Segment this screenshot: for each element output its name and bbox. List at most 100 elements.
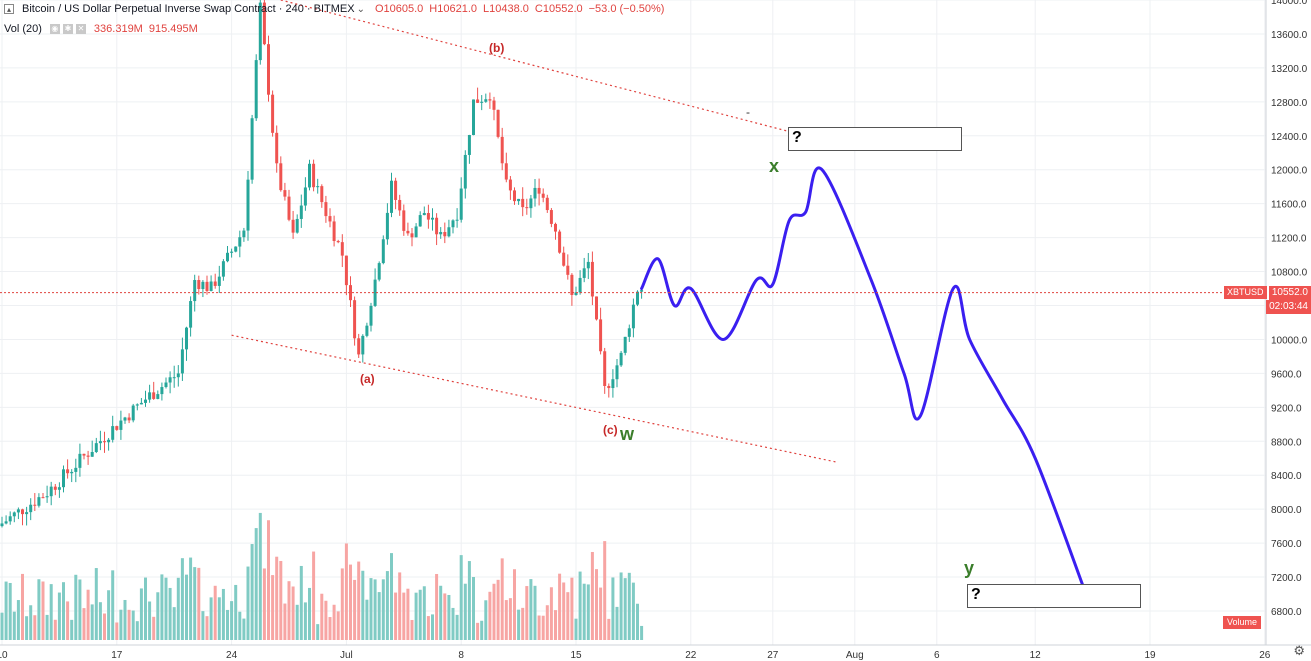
candle-body (299, 205, 303, 219)
volume-bar (631, 582, 635, 640)
candlestick-series (0, 0, 644, 528)
candle-body (49, 486, 53, 497)
candle-body (570, 274, 574, 295)
price-tick-label: 6800.0 (1271, 607, 1302, 618)
candle-body (164, 382, 168, 388)
candle-body (508, 179, 512, 191)
volume-bar (611, 577, 615, 640)
price-tick-label: 9600.0 (1271, 369, 1302, 380)
candle-body (209, 281, 213, 291)
candle-body (385, 212, 389, 240)
volume-bar (492, 583, 496, 640)
candle-body (390, 180, 393, 213)
volume-bar (226, 609, 229, 640)
candle-body (254, 60, 258, 119)
candle-body (230, 251, 234, 253)
candle-body (513, 190, 516, 202)
volume-bar (291, 586, 295, 640)
price-tick-label: 11200.0 (1271, 234, 1307, 245)
chevron-down-icon[interactable]: ⌄ (356, 3, 365, 15)
volume-bar (373, 579, 377, 640)
volume-bar (328, 617, 332, 640)
ohlc-low: L10438.0 (483, 3, 529, 15)
question-box-bottom: ? (967, 584, 1141, 608)
symbol-title[interactable]: Bitcoin / US Dollar Perpetual Inverse Sw… (22, 3, 355, 15)
volume-bar (595, 569, 598, 640)
candle-body (463, 154, 467, 189)
candle-body (53, 486, 57, 490)
candle-body (340, 242, 344, 256)
channel-lines (231, 0, 839, 464)
visibility-eye-icon[interactable]: ◉ (49, 24, 60, 34)
volume-bar (262, 568, 266, 640)
volume-bar (279, 560, 283, 640)
volume-bar (156, 592, 160, 640)
candle-body (74, 467, 78, 472)
time-axis[interactable]: 10 17 24 Jul 8 15 22 27 Aug 6 12 19 26 (0, 644, 1311, 661)
candle-body (279, 163, 283, 191)
volume-bar (189, 557, 193, 640)
volume-bar (398, 572, 402, 640)
candle-body (402, 210, 406, 231)
volume-bar (185, 574, 188, 640)
volume-bar (361, 570, 365, 640)
volume-bar (74, 574, 78, 640)
volume-bar (558, 573, 562, 640)
volume-bar (33, 615, 37, 640)
time-tick-label: 19 (1144, 650, 1156, 661)
price-axis[interactable]: 6800.0 7200.0 7600.0 8000.0 8400.0 8800.0 9200… (1265, 0, 1311, 645)
candle-body (447, 227, 451, 237)
candle-body (62, 469, 65, 488)
volume-bar (41, 581, 45, 640)
chart-settings-gear-icon[interactable]: ⚙ (1293, 643, 1305, 658)
candle-body (66, 469, 70, 474)
candle-body (631, 304, 635, 329)
time-tick-label: 10 (0, 650, 8, 661)
candle-body (131, 405, 135, 421)
volume-bar (16, 600, 20, 640)
candle-body (33, 504, 37, 506)
volume-bar (320, 593, 324, 640)
volume-bar (344, 543, 348, 640)
volume-bar (144, 577, 147, 640)
volume-bar (390, 553, 393, 640)
price-tick-label: 11600.0 (1271, 200, 1307, 211)
candle-body (205, 281, 209, 291)
candle-body (4, 521, 8, 524)
remove-close-icon[interactable]: ✕ (75, 24, 86, 34)
current-price-tag: 10552.0 (1268, 286, 1311, 300)
candle-body (119, 420, 123, 430)
volume-bar (357, 561, 361, 640)
candle-body (57, 487, 61, 490)
candle-body (201, 281, 205, 290)
volume-bar (435, 573, 439, 640)
candle-body (115, 426, 119, 430)
candle-body (344, 255, 348, 286)
volume-bar (250, 544, 254, 640)
candle-body (287, 196, 291, 220)
volume-bar (217, 597, 221, 640)
candle-body (127, 417, 131, 421)
candle-body (180, 349, 184, 374)
candle-body (29, 504, 33, 513)
volume-bar (103, 613, 106, 640)
volume-bar (238, 611, 242, 640)
volume-bar (570, 577, 574, 640)
settings-gear-icon[interactable]: ✱ (62, 24, 73, 34)
volume-bar (0, 612, 4, 640)
candle-body (414, 226, 418, 238)
candle-body (488, 99, 492, 101)
volume-bar (139, 588, 143, 640)
candle-body (504, 163, 508, 180)
volume-bar (213, 585, 217, 640)
time-tick-label: 24 (226, 650, 238, 661)
candle-body (172, 377, 176, 379)
candle-body (590, 261, 594, 297)
candle-body (45, 496, 49, 498)
collapse-legend-icon[interactable]: ▴ (4, 4, 14, 14)
candle-body (78, 453, 82, 468)
candle-body (267, 44, 270, 95)
ohlc-open: O10605.0 (374, 3, 424, 15)
candle-body (25, 512, 29, 515)
